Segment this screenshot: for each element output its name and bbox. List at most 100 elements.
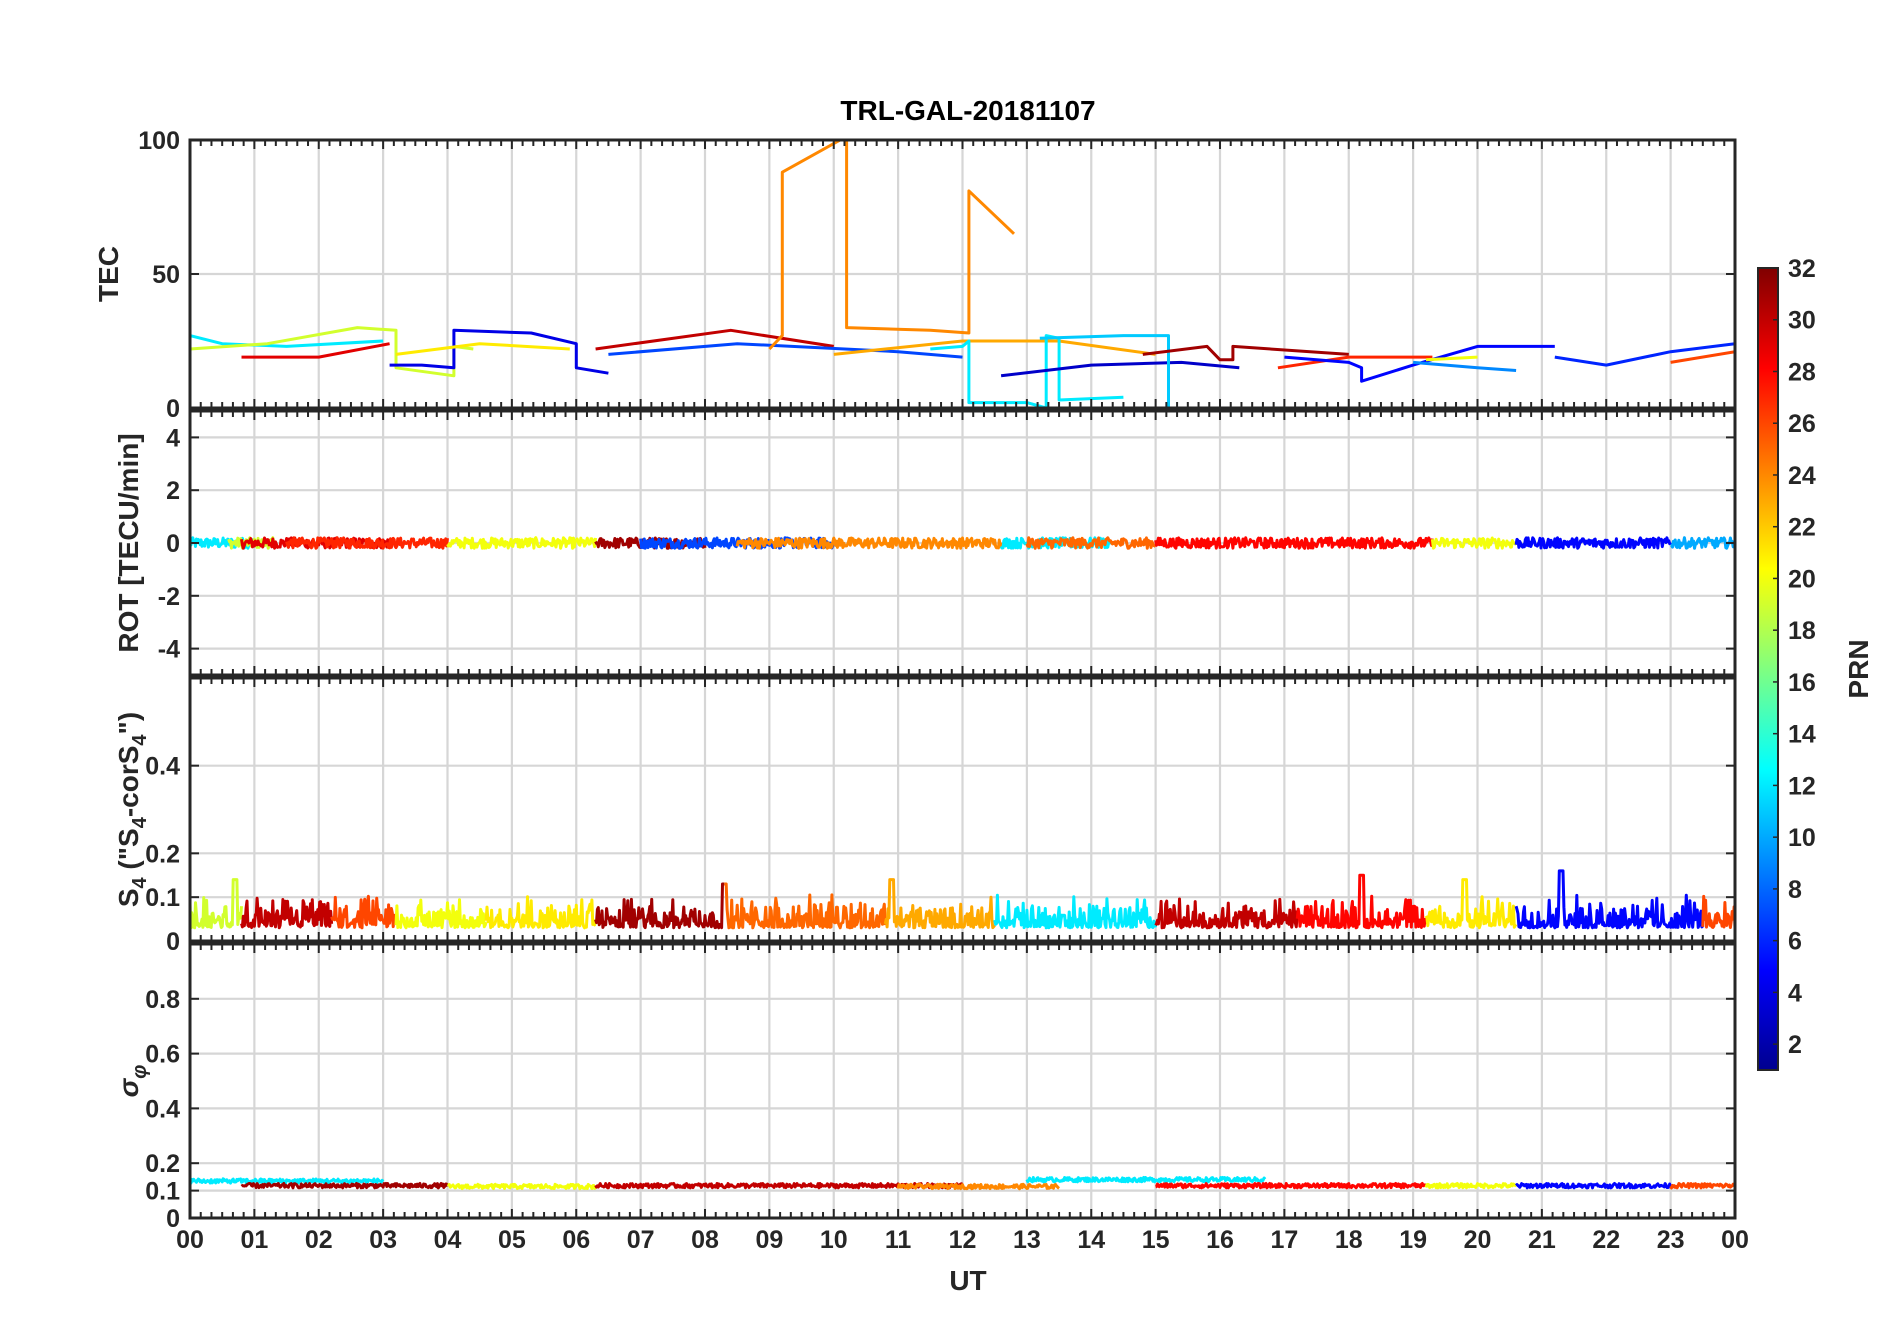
- subscript: 4: [129, 816, 151, 828]
- trace-prn-5: [1514, 536, 1672, 550]
- trace-prn-25: [1025, 536, 1157, 550]
- trace-prn-5: [1514, 869, 1704, 930]
- x-tick-label: 11: [885, 1226, 912, 1254]
- traces-sigma_phi: [190, 1176, 1735, 1191]
- y-tick-label: -4: [158, 636, 180, 664]
- y-tick-label: 50: [152, 261, 180, 289]
- trace-prn-24: [896, 1182, 1060, 1191]
- panel-rot: -4 -2 0 2 4 ROT [TECU/min]: [113, 409, 1737, 677]
- y-axis-label: σφ: [113, 1065, 151, 1098]
- x-tick-label: 13: [1013, 1226, 1041, 1254]
- x-tick-label: 08: [691, 1226, 719, 1254]
- x-tick-label: 06: [562, 1226, 590, 1254]
- trace-prn-5: [1284, 344, 1555, 383]
- colorbar-scale: [1757, 267, 1779, 1071]
- trace-prn-25: [723, 882, 887, 930]
- x-tick-label: 04: [434, 1226, 462, 1254]
- y-tick-label: 0.1: [145, 1178, 180, 1206]
- x-tick-label: 21: [1528, 1226, 1556, 1254]
- trace-prn-24: [768, 140, 1016, 351]
- subscript: 4: [129, 876, 151, 888]
- frame-tec: [188, 138, 1737, 410]
- x-axis-label: UT: [949, 1265, 986, 1296]
- x-tick-label: 03: [369, 1226, 397, 1254]
- trace-prn-19: [190, 326, 474, 378]
- x-tick-labels: 00 01 02 03 04 05 06 07 08 09 10 11 12 13 14 15 16 17 18 19…: [176, 1226, 1749, 1254]
- trace-prn-20: [446, 1182, 597, 1191]
- x-tick-label: 22: [1592, 1226, 1620, 1254]
- x-tick-label: 18: [1335, 1226, 1363, 1254]
- colorbar-tick-label: 28: [1788, 358, 1816, 386]
- trace-prn-31: [594, 882, 725, 930]
- frame-s4: [188, 676, 1737, 943]
- trace-prn-11: [1039, 334, 1170, 408]
- trace-prn-24: [735, 536, 1003, 550]
- x-tick-label: 17: [1270, 1226, 1298, 1254]
- panel-s4: 0 0.1 0.2 0.4S4 ("S4-corS4"): [113, 676, 1737, 956]
- trace-prn-5: [1515, 1182, 1673, 1190]
- x-tick-label: 09: [755, 1226, 783, 1254]
- trace-prn-3: [1000, 360, 1240, 378]
- frame-rot: [188, 409, 1737, 677]
- trace-prn-9: [1412, 360, 1517, 372]
- x-tick-label: 23: [1657, 1226, 1685, 1254]
- colorbar-tick-label: 6: [1788, 928, 1802, 956]
- trace-prn-30: [595, 328, 835, 351]
- y-tick-label: 2: [166, 477, 180, 505]
- x-tick-label: 19: [1399, 1226, 1427, 1254]
- colorbar-tick-label: 12: [1788, 772, 1816, 800]
- x-tick-label: 00: [176, 1226, 204, 1254]
- y-axis-label: ROT [TECU/min]: [113, 433, 144, 652]
- trace-prn-12: [1025, 1176, 1267, 1184]
- trace-prn-21: [1424, 878, 1518, 930]
- colorbar-tick-label: 30: [1788, 307, 1816, 335]
- trace-prn-28: [1295, 873, 1428, 930]
- y-tick-label: 0: [166, 395, 180, 423]
- traces-rot: [190, 536, 1735, 550]
- trace-prn-26: [1669, 1182, 1735, 1190]
- panel-tec: 0 50 100 TEC: [93, 127, 1737, 423]
- y-tick-label: 0: [166, 1205, 180, 1233]
- grid-tec: [190, 140, 1735, 408]
- trace-prn-31: [240, 1182, 449, 1190]
- y-axis-label: S4 ("S4-corS4"): [113, 712, 151, 907]
- y-tick-label: 0.2: [145, 1150, 180, 1178]
- x-tick-label: 14: [1077, 1226, 1105, 1254]
- panel-sigma_phi: 00.10.2 0.4 0.6 0.8 σφ: [113, 942, 1737, 1233]
- x-tick-label: 02: [305, 1226, 333, 1254]
- trace-prn-27: [285, 536, 449, 550]
- colorbar-tick-label: 18: [1788, 617, 1816, 645]
- trace-prn-4: [389, 328, 609, 375]
- y-tick-label: 0: [166, 530, 180, 558]
- trace-prn-20: [1430, 536, 1518, 550]
- colorbar-tick-label: 32: [1788, 255, 1816, 283]
- trace-prn-12: [993, 893, 1158, 930]
- trace-prn-26: [1670, 350, 1735, 364]
- y-tick-label: 0.1: [145, 884, 180, 912]
- colorbar-tick-label: 24: [1788, 462, 1816, 490]
- trace-prn-6: [1554, 342, 1735, 367]
- y-tick-label: 100: [138, 127, 180, 155]
- y-tick-label: -2: [158, 583, 180, 611]
- colorbar-tick-label: 20: [1788, 565, 1816, 593]
- trace-prn-20: [1424, 1182, 1518, 1190]
- trace-prn-19: [190, 878, 243, 930]
- x-tick-label: 05: [498, 1226, 526, 1254]
- traces-s4: [190, 869, 1735, 930]
- label-part: -corS: [113, 746, 144, 818]
- colorbar-tick-label: 4: [1788, 979, 1802, 1007]
- trace-prn-26: [330, 894, 398, 930]
- trace-prn-27: [1277, 355, 1433, 370]
- trace-prn-7: [608, 342, 963, 359]
- trace-prn-26: [1701, 894, 1735, 929]
- y-tick-label: 0.4: [145, 753, 180, 781]
- trace-prn-30: [240, 896, 334, 930]
- x-tick-label: 16: [1206, 1226, 1234, 1254]
- subscript: 4: [129, 734, 151, 746]
- grid-s4: [190, 678, 1735, 941]
- trace-prn-21: [484, 895, 598, 930]
- colorbar-tick-label: 22: [1788, 514, 1816, 542]
- grid-sigma_phi: [190, 944, 1735, 1218]
- y-tick-label: 0.4: [145, 1095, 180, 1123]
- chart-title: TRL-GAL-20181107: [840, 95, 1095, 126]
